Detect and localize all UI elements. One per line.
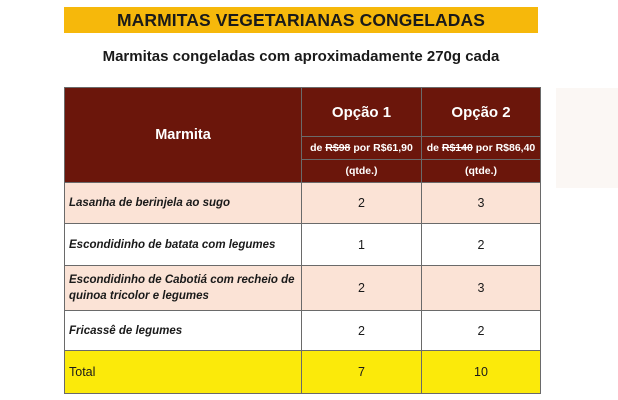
column-header-option-2: Opção 2	[421, 87, 541, 137]
marmita-name: Escondidinho de batata com legumes	[64, 223, 302, 266]
price-prefix: de	[310, 142, 326, 154]
page-title: MARMITAS VEGETARIANAS CONGELADAS	[116, 9, 486, 30]
price-option-1: de R$98 por R$61,90	[301, 136, 422, 160]
price-option-2: de R$140 por R$86,40	[421, 136, 541, 160]
new-price: por R$61,90	[350, 142, 413, 154]
qty-option-1: 2	[301, 182, 422, 224]
qty-option-2: 3	[421, 265, 541, 311]
marmita-name: Escondidinho de Cabotiá com recheio de qu…	[64, 265, 302, 311]
marmita-name-line-1: Escondidinho de Cabotiá com recheio de	[69, 274, 295, 286]
side-panel	[556, 88, 618, 188]
old-price: R$140	[441, 142, 473, 154]
qty-option-1: 2	[301, 310, 422, 351]
marmita-table: Marmita Opção 1 Opção 2 de R$98 por R$61…	[64, 87, 541, 394]
total-option-2: 10	[421, 350, 541, 394]
total-row: Total 7 10	[64, 350, 541, 394]
qty-option-1: 2	[301, 265, 422, 311]
table-row: Escondidinho de batata com legumes 1 2	[64, 223, 541, 266]
table-row: Lasanha de berinjela ao sugo 2 3	[64, 182, 541, 224]
page-title-banner: MARMITAS VEGETARIANAS CONGELADAS	[64, 7, 538, 33]
header-row-options: Marmita Opção 1 Opção 2	[64, 87, 541, 183]
page-subtitle: Marmitas congeladas com aproximadamente …	[102, 48, 500, 65]
qty-option-1: 1	[301, 223, 422, 266]
marmita-name-line-2: quinoa tricolor e legumes	[69, 290, 209, 302]
column-header-option-1: Opção 1	[301, 87, 422, 137]
qty-label-option-2: (qtde.)	[421, 159, 541, 183]
table-row: Escondidinho de Cabotiá com recheio de qu…	[64, 265, 541, 311]
marmita-name: Fricassê de legumes	[64, 310, 302, 351]
new-price: por R$86,40	[472, 142, 536, 154]
old-price: R$98	[325, 142, 351, 154]
table-row: Fricassê de legumes 2 2	[64, 310, 541, 351]
total-label: Total	[64, 350, 302, 394]
column-header-marmita: Marmita	[64, 87, 302, 183]
qty-option-2: 3	[421, 182, 541, 224]
marmita-name: Lasanha de berinjela ao sugo	[64, 182, 302, 224]
qty-option-2: 2	[421, 310, 541, 351]
total-option-1: 7	[301, 350, 422, 394]
qty-option-2: 2	[421, 223, 541, 266]
qty-label-option-1: (qtde.)	[301, 159, 422, 183]
price-prefix: de	[426, 142, 442, 154]
